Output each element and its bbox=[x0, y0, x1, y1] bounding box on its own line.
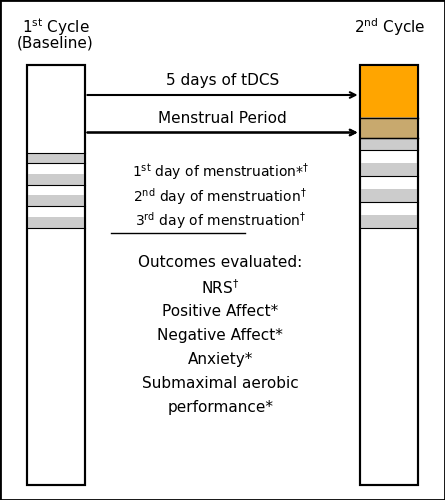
Text: 1$^{\mathregular{st}}$ Cycle: 1$^{\mathregular{st}}$ Cycle bbox=[22, 16, 89, 38]
Text: Anxiety*: Anxiety* bbox=[188, 352, 253, 367]
Text: 1$^{\mathregular{st}}$ day of menstruation*$^{\mathregular{\dag}}$: 1$^{\mathregular{st}}$ day of menstruati… bbox=[132, 162, 309, 184]
Bar bbox=[360, 138, 418, 150]
Bar bbox=[27, 65, 85, 485]
Text: 5 days of tDCS: 5 days of tDCS bbox=[166, 74, 279, 88]
Bar bbox=[360, 65, 418, 485]
Bar bbox=[360, 163, 418, 176]
Bar bbox=[27, 152, 85, 163]
Text: Menstrual Period: Menstrual Period bbox=[158, 111, 287, 126]
Text: 3$^{\mathregular{rd}}$ day of menstruation$^{\mathregular{\dag}}$: 3$^{\mathregular{rd}}$ day of menstruati… bbox=[134, 210, 306, 231]
Bar bbox=[360, 189, 418, 202]
Bar bbox=[360, 65, 418, 485]
Text: Positive Affect*: Positive Affect* bbox=[162, 304, 279, 319]
Bar bbox=[27, 174, 85, 184]
Text: 2$^{\mathregular{nd}}$ Cycle: 2$^{\mathregular{nd}}$ Cycle bbox=[354, 16, 425, 38]
Text: 2$^{\mathregular{nd}}$ day of menstruation$^{\mathregular{\dag}}$: 2$^{\mathregular{nd}}$ day of menstruati… bbox=[134, 186, 307, 207]
Bar bbox=[360, 214, 418, 228]
Text: Submaximal aerobic: Submaximal aerobic bbox=[142, 376, 299, 391]
Bar bbox=[27, 196, 85, 206]
Text: NRS$^{\mathregular{\dag}}$: NRS$^{\mathregular{\dag}}$ bbox=[201, 278, 239, 297]
Text: Outcomes evaluated:: Outcomes evaluated: bbox=[138, 255, 303, 270]
Bar bbox=[360, 118, 418, 138]
Bar bbox=[360, 65, 418, 118]
Text: Negative Affect*: Negative Affect* bbox=[158, 328, 283, 343]
Text: (Baseline): (Baseline) bbox=[17, 35, 94, 50]
Bar bbox=[27, 65, 85, 485]
Bar bbox=[27, 217, 85, 228]
Text: performance*: performance* bbox=[167, 400, 273, 415]
